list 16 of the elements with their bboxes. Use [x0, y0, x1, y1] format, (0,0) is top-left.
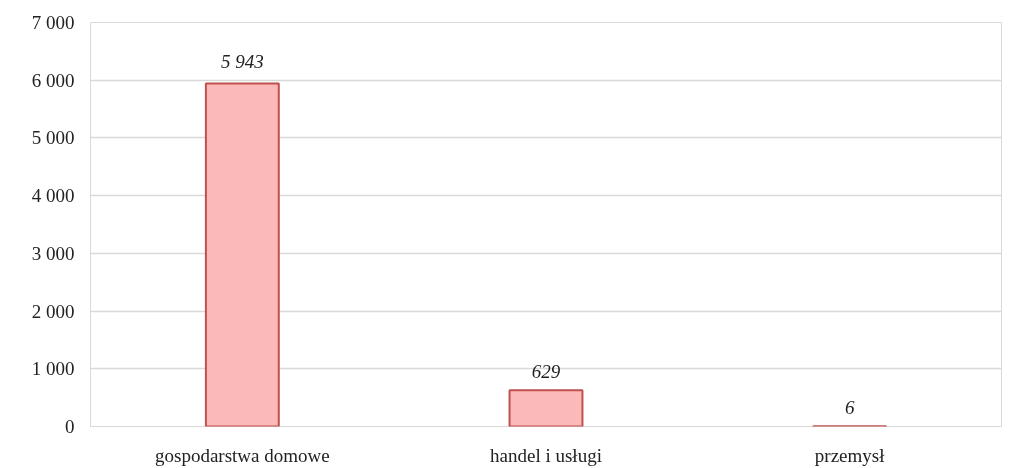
- data-label: 5 943: [220, 50, 264, 72]
- y-tick-label: 3 000: [31, 242, 75, 264]
- y-tick-label: 2 000: [31, 300, 75, 322]
- bar: [508, 389, 584, 427]
- x-tick-label: gospodarstwa domowe: [155, 444, 330, 466]
- x-tick-label: handel i usługi: [490, 444, 602, 466]
- data-label: 6: [844, 397, 855, 419]
- data-label: 629: [531, 361, 561, 383]
- y-tick-label: 4 000: [31, 185, 75, 207]
- y-tick-label: 6 000: [31, 69, 75, 91]
- x-tick-label: przemysł: [814, 444, 886, 466]
- y-tick-label: 7 000: [31, 12, 75, 33]
- y-tick-label: 0: [65, 416, 75, 437]
- y-tick-label: 1 000: [31, 358, 75, 380]
- y-tick-label: 5 000: [31, 127, 75, 149]
- bar: [204, 82, 280, 427]
